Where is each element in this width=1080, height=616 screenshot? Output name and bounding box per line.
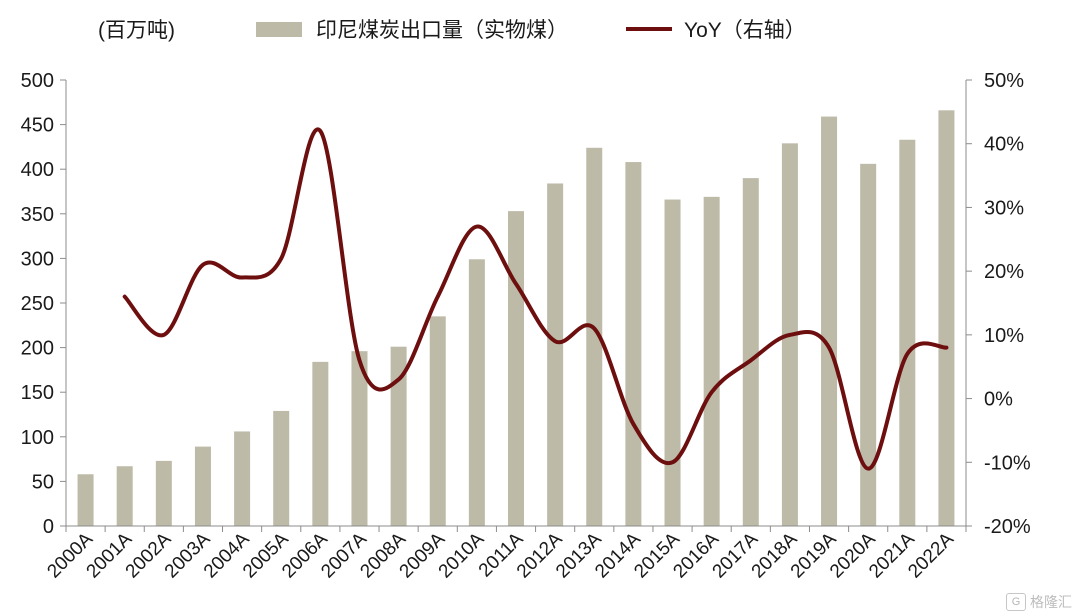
bar-2009A [429,316,446,526]
bar-2013A [586,147,603,527]
bar-2004A [234,431,251,526]
bar-2010A [468,259,485,526]
y-right-tick-label: 40% [984,134,1024,156]
yoy-point-2017A [750,359,752,361]
bar-2003A [194,446,211,526]
legend-line-item: YoY（右轴） [626,14,806,44]
yoy-point-2004A [241,277,243,279]
legend-line-label: YoY（右轴） [684,19,806,42]
y-right-tick-label: -20% [984,516,1031,538]
y-left-tick-label: 200 [21,338,54,360]
yoy-point-2014A [632,423,634,425]
y-left-tick-label: 250 [21,293,54,315]
bar-2006A [312,361,329,526]
y-left-tick-label: 100 [21,427,54,449]
yoy-point-2021A [906,353,908,355]
bar-2001A [116,466,133,526]
yoy-point-2013A [593,327,595,329]
yoy-point-2016A [711,391,713,393]
watermark-logo-icon: G [1006,593,1026,611]
bar-2020A [860,163,877,526]
y-right-tick-label: 10% [984,325,1024,347]
bars-layer [77,110,955,527]
y-left-tick-label: 50 [32,471,54,493]
legend-line-swatch [626,27,672,31]
bar-2002A [155,460,172,526]
y-left-tick-label: 0 [43,516,54,538]
bar-2016A [703,196,720,527]
yoy-point-2018A [789,334,791,336]
legend-bar-label: 印尼煤炭出口量（实物煤） [316,19,568,42]
y-left-tick-label: 150 [21,382,54,404]
y-left-tick-label: 400 [21,159,54,181]
yoy-point-2020A [867,468,869,470]
y-right-tick-label: -10% [984,452,1031,474]
y-left-tick-label: 350 [21,204,54,226]
axes-layer [60,79,972,532]
bar-2014A [625,162,642,526]
y-right-tick-label: 0% [984,389,1013,411]
y-right-tick-label: 30% [984,197,1024,219]
bar-2000A [77,474,94,526]
bar-2011A [508,211,524,526]
yoy-point-2005A [280,257,282,259]
bar-2021A [899,139,916,526]
yoy-point-2007A [358,359,360,361]
y-left-tick-label: 300 [21,248,54,270]
yoy-point-2009A [437,296,439,298]
unit-label: (百万吨) [98,19,175,42]
x-tick-label-2022A: 2022A [904,528,958,582]
y-right-tick-label: 50% [984,70,1024,92]
bar-2012A [547,183,564,527]
yoy-point-2008A [398,378,400,380]
bar-2005A [273,410,290,526]
yoy-line-layer [122,127,949,471]
bar-2008A [390,346,407,526]
watermark: G 格隆汇 [1006,592,1072,612]
y-right-tick-label: 20% [984,261,1024,283]
yoy-line [122,127,949,471]
yoy-point-2012A [554,340,556,342]
yoy-point-2015A [672,461,674,463]
yoy-point-2003A [202,264,204,266]
yoy-point-2002A [163,334,165,336]
yoy-point-2006A [319,130,321,132]
legend-bar-swatch [256,21,302,37]
yoy-point-2010A [476,226,478,228]
yoy-point-2019A [828,347,830,349]
y-left-tick-label: 450 [21,115,54,137]
y-left-tick-label: 500 [21,70,54,92]
yoy-point-2011A [515,283,517,285]
watermark-text: 格隆汇 [1030,594,1072,610]
bar-2015A [664,199,681,526]
bar-2022A [938,110,955,526]
yoy-point-2001A [124,296,126,298]
x-tick-label-2010A: 2010A [435,528,489,582]
yoy-point-2022A [945,347,947,349]
legend-bar-item: 印尼煤炭出口量（实物煤） [256,14,568,44]
bar-2017A [742,178,759,526]
bar-2019A [821,116,838,527]
bar-2007A [351,351,368,526]
